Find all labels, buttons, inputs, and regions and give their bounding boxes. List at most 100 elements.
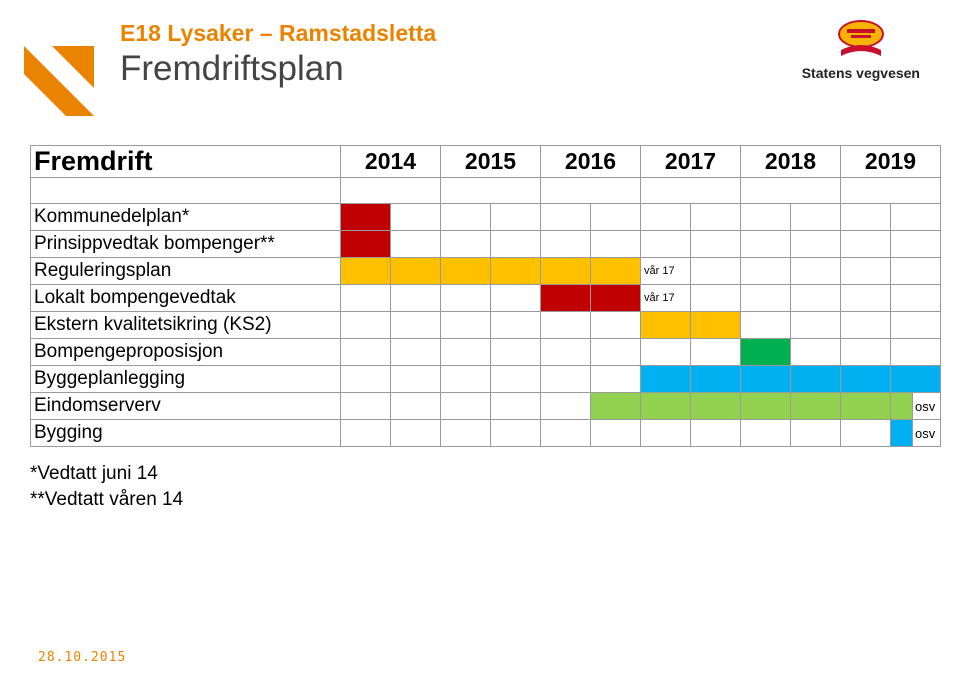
gantt-cell <box>891 231 941 258</box>
gantt-cell <box>891 339 941 366</box>
gantt-row-label: Prinsippvedtak bompenger** <box>31 231 341 258</box>
gantt-cell <box>741 366 791 393</box>
gantt-cell <box>891 312 941 339</box>
gantt-cell <box>891 204 941 231</box>
gantt-cell <box>741 312 791 339</box>
gantt-cell <box>691 420 741 447</box>
gantt-row-label: Bompengeproposisjon <box>31 339 341 366</box>
gantt-cell <box>741 420 791 447</box>
gantt-year-header: 2019 <box>841 146 941 178</box>
gantt-cell <box>541 231 591 258</box>
gantt-cell <box>691 312 741 339</box>
gantt-cell <box>491 420 541 447</box>
gantt-cell <box>841 258 891 285</box>
gantt-cell <box>491 204 541 231</box>
gantt-cell <box>641 420 691 447</box>
gantt-cell <box>341 258 391 285</box>
statens-vegvesen-logo-icon <box>833 18 889 58</box>
gantt-cell <box>391 339 441 366</box>
gantt-cell <box>441 312 491 339</box>
gantt-cell <box>491 231 541 258</box>
gantt-cell <box>541 420 591 447</box>
gantt-cell <box>541 339 591 366</box>
gantt-cell <box>441 366 491 393</box>
gantt-cell <box>341 312 391 339</box>
gantt-cell <box>691 258 741 285</box>
gantt-row-label: Bygging <box>31 420 341 447</box>
gantt-cell: osv <box>891 393 941 420</box>
gantt-cell <box>641 393 691 420</box>
gantt-cell <box>391 393 441 420</box>
gantt-cell <box>891 258 941 285</box>
gantt-cell <box>641 312 691 339</box>
gantt-cell <box>441 258 491 285</box>
gantt-year-header: 2016 <box>541 146 641 178</box>
gantt-cell <box>641 231 691 258</box>
project-title: E18 Lysaker – Ramstadsletta <box>120 20 910 47</box>
footnote-2: **Vedtatt våren 14 <box>30 487 930 513</box>
gantt-cell <box>841 204 891 231</box>
gantt-cell <box>491 393 541 420</box>
gantt-cell <box>841 420 891 447</box>
gantt-cell <box>441 231 491 258</box>
gantt-cell <box>441 393 491 420</box>
gantt-cell <box>441 339 491 366</box>
gantt-cell <box>341 231 391 258</box>
gantt-cell <box>491 258 541 285</box>
gantt-cell <box>791 204 841 231</box>
slide-title: Fremdriftsplan <box>120 49 910 89</box>
gantt-cell: osv <box>891 420 941 447</box>
gantt-cell <box>841 312 891 339</box>
gantt-cell <box>591 366 641 393</box>
gantt-cell <box>391 312 441 339</box>
gantt-cell <box>641 366 691 393</box>
gantt-cell <box>491 366 541 393</box>
gantt-row-label: Kommunedelplan* <box>31 204 341 231</box>
corner-accent-icon <box>24 46 94 116</box>
gantt-cell <box>741 204 791 231</box>
gantt-cell-text: vår 17 <box>644 292 675 304</box>
gantt-cell <box>841 231 891 258</box>
gantt-cell <box>591 393 641 420</box>
gantt-trailing-text: osv <box>912 420 940 446</box>
gantt-cell <box>491 339 541 366</box>
gantt-cell <box>741 231 791 258</box>
gantt-cell <box>591 312 641 339</box>
gantt-label-header: Fremdrift <box>31 146 341 178</box>
gantt-row-label: Ekstern kvalitetsikring (KS2) <box>31 312 341 339</box>
gantt-cell <box>891 285 941 312</box>
gantt-cell <box>591 339 641 366</box>
gantt-cell <box>741 339 791 366</box>
gantt-cell <box>641 204 691 231</box>
footnote-1: *Vedtatt juni 14 <box>30 461 930 487</box>
gantt-cell <box>441 204 491 231</box>
gantt-cell <box>591 420 641 447</box>
gantt-cell <box>341 393 391 420</box>
gantt-cell <box>541 312 591 339</box>
gantt-cell <box>741 393 791 420</box>
gantt-cell-text: vår 17 <box>644 265 675 277</box>
gantt-cell <box>341 420 391 447</box>
gantt-cell <box>591 285 641 312</box>
gantt-cell <box>691 366 741 393</box>
gantt-cell: vår 17 <box>641 285 691 312</box>
gantt-row-label: Eindomserverv <box>31 393 341 420</box>
gantt-year-header: 2015 <box>441 146 541 178</box>
gantt-row-label: Lokalt bompengevedtak <box>31 285 341 312</box>
gantt-cell <box>341 285 391 312</box>
gantt-cell <box>391 366 441 393</box>
gantt-cell <box>591 204 641 231</box>
gantt-cell <box>491 312 541 339</box>
gantt-cell: vår 17 <box>641 258 691 285</box>
gantt-cell <box>391 285 441 312</box>
gantt-cell <box>441 420 491 447</box>
gantt-cell <box>591 258 641 285</box>
gantt-cell <box>691 393 741 420</box>
gantt-cell <box>591 231 641 258</box>
gantt-cell <box>341 366 391 393</box>
gantt-cell <box>791 393 841 420</box>
slide-header: E18 Lysaker – Ramstadsletta Fremdriftspl… <box>0 0 960 130</box>
gantt-cell <box>691 339 741 366</box>
gantt-cell <box>541 366 591 393</box>
gantt-cell <box>541 204 591 231</box>
